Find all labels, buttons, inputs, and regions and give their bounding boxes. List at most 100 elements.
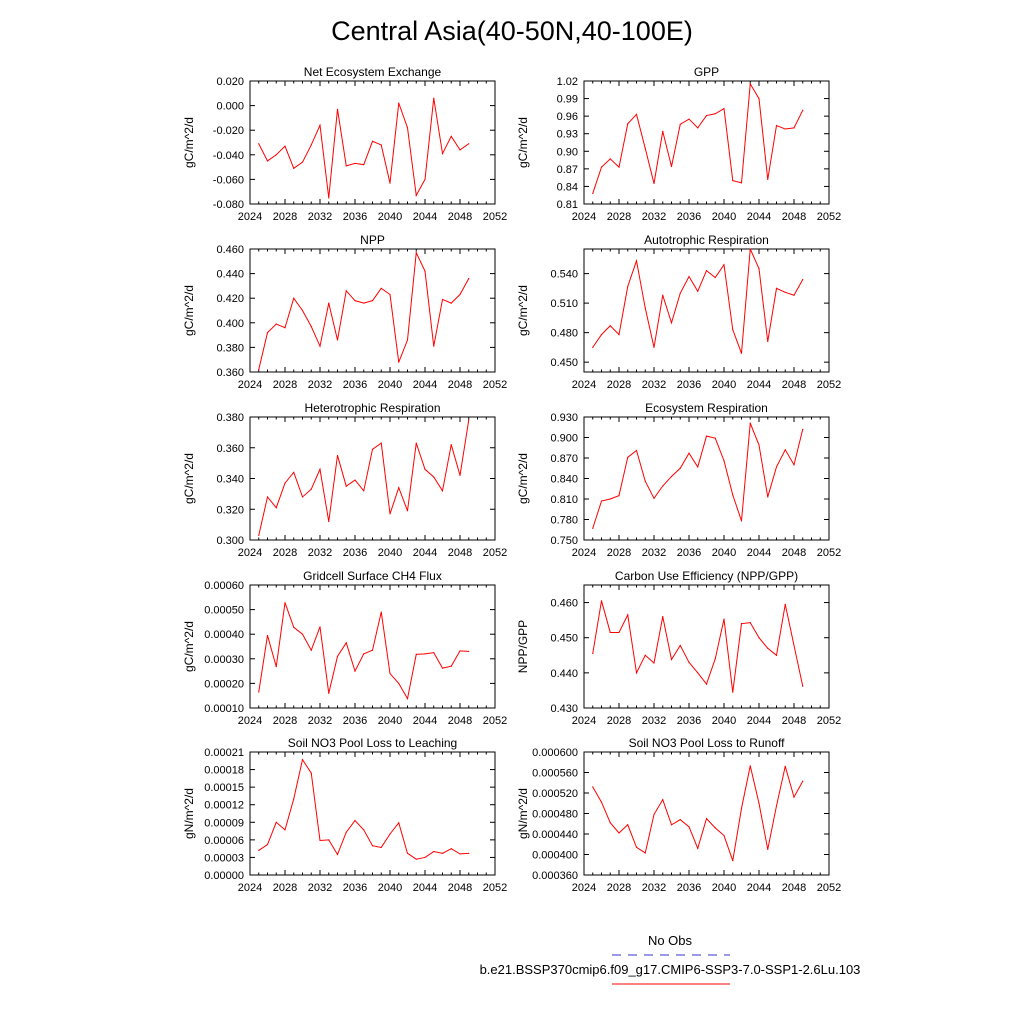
data-point [293,167,295,169]
x-tick-label: 2048 [782,547,806,559]
x-tick-label: 2036 [677,715,701,727]
series-line [258,250,470,370]
x-tick-label: 2044 [413,882,437,894]
y-axis-label: gC/m^2/d [182,453,196,504]
data-point [380,611,382,613]
x-tick-label: 2036 [343,547,367,559]
y-tick-label: 0.840 [550,474,578,486]
data-point [424,270,426,272]
y-tick-label: 0.81 [557,199,578,211]
x-tick-label: 2024 [572,715,596,727]
data-point [301,309,304,312]
y-tick-label: 0.360 [216,367,244,379]
y-axis-label: gC/m^2/d [182,621,196,672]
y-tick-label: 0.750 [550,535,578,547]
data-point [406,698,409,700]
data-point [258,368,260,371]
data-point [627,456,629,458]
x-tick-label: 2040 [712,211,736,223]
panel-title: Gridcell Surface CH4 Flux [303,569,442,583]
data-point [679,292,681,294]
y-tick-label: 0.320 [216,504,244,516]
x-tick-label: 2040 [712,379,736,391]
data-point [468,650,470,653]
data-point [389,182,391,184]
x-tick-label: 2024 [238,882,262,894]
y-tick-label: 1.02 [557,76,578,88]
data-point [775,654,778,656]
x-tick-label: 2052 [817,715,841,727]
plot-frame [583,248,830,373]
data-point [697,672,699,674]
data-point [600,500,603,502]
x-tick-label: 2032 [642,547,666,559]
data-point [258,691,260,693]
data-point [618,334,620,336]
data-point [433,97,435,99]
data-point [644,480,646,482]
series-line [592,600,804,693]
y-tick-label: 0.000440 [532,829,578,841]
y-tick-label: 0.510 [550,298,578,310]
data-point [433,652,435,654]
data-point [328,302,330,304]
plot-frame [583,416,830,541]
data-point [740,520,743,522]
data-point [662,616,664,618]
data-point [670,165,673,168]
y-tick-label: 0.000560 [532,768,578,780]
data-point [592,192,594,195]
data-point [732,860,734,862]
data-point [784,449,786,451]
data-point [793,464,795,466]
x-tick-label: 2032 [642,211,666,223]
x-tick-label: 2048 [782,379,806,391]
data-point [345,831,347,833]
y-tick-label: 0.400 [216,318,244,330]
data-point [363,490,365,492]
data-point [258,534,260,536]
data-point [802,109,804,111]
data-point [758,637,760,639]
x-tick-label: 2044 [413,211,437,223]
x-tick-label: 2040 [378,211,402,223]
data-point [258,143,260,145]
x-tick-label: 2032 [642,715,666,727]
data-point [679,467,681,469]
data-point [618,494,620,497]
plot-frame [249,584,496,709]
data-point [459,474,461,477]
x-tick-label: 2036 [343,715,367,727]
y-tick-label: 0.00015 [204,782,244,794]
data-point [784,765,786,767]
data-point [398,487,400,489]
data-point [441,667,444,669]
y-tick-label: 0.460 [550,598,578,610]
x-tick-label: 2048 [448,715,472,727]
data-point [740,352,743,354]
panel-title: Heterotrophic Respiration [304,401,440,415]
y-tick-label: 0.380 [216,412,244,424]
data-point [767,340,769,343]
x-tick-label: 2024 [238,547,262,559]
data-point [644,307,646,309]
chart-panel: NPP gC/m^2/d 2024 2028 2032 2036 2040 2044 2048 2… [182,233,507,391]
data-point [723,264,725,266]
data-point [784,291,786,293]
data-point [406,852,409,854]
data-point [406,127,409,129]
data-point [662,799,664,801]
data-point [328,692,330,694]
x-tick-label: 2024 [238,211,262,223]
data-point [793,644,795,647]
data-point [354,479,356,481]
data-point [389,513,391,515]
chart-panel: Autotrophic Respiration gC/m^2/d 2024 2028 2… [516,233,841,391]
series-line [592,765,804,861]
y-tick-label: 0.00003 [204,852,244,864]
data-point [301,759,304,761]
x-tick-label: 2044 [413,715,437,727]
data-point [415,653,417,655]
data-point [670,322,673,324]
data-point [389,672,391,675]
